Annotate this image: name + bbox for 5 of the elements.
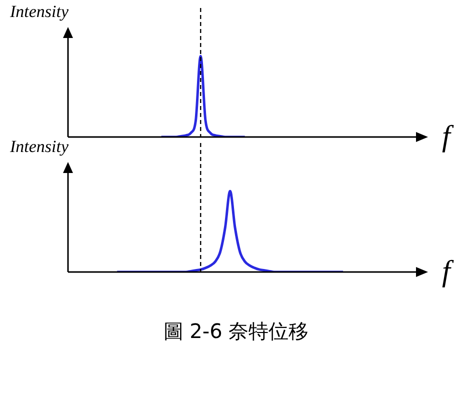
y-axis-title: Intensity [10, 137, 69, 157]
y-axis-title: Intensity [10, 2, 69, 22]
x-axis-title: f [441, 254, 455, 290]
caption: 圖 2-6 奈特位移 [162, 318, 310, 345]
x-axis-title: f [441, 119, 455, 155]
